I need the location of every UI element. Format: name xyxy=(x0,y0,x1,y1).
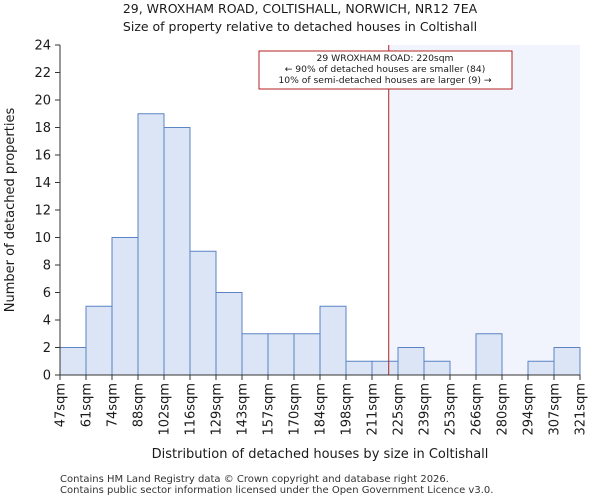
y-tick-label: 16 xyxy=(34,149,51,164)
bar xyxy=(293,333,321,376)
x-tick-label: 88sqm xyxy=(132,383,147,427)
y-tick-label: 20 xyxy=(34,94,51,109)
bar xyxy=(163,127,191,376)
x-tick-label: 239sqm xyxy=(418,383,433,436)
x-tick-label: 116sqm xyxy=(184,383,199,436)
bar xyxy=(241,333,269,376)
x-tick-label: 74sqm xyxy=(106,383,121,427)
y-tick-label: 18 xyxy=(34,121,51,136)
marker-annotation: 29 WROXHAM ROAD: 220sqm ← 90% of detache… xyxy=(258,50,513,90)
y-tick-label: 14 xyxy=(34,176,51,191)
bars-group xyxy=(59,113,581,376)
x-tick-label: 61sqm xyxy=(80,383,95,427)
annotation-line-1: 29 WROXHAM ROAD: 220sqm xyxy=(317,53,454,64)
footer-line-1: Contains HM Land Registry data © Crown c… xyxy=(60,474,449,485)
y-tick-label: 2 xyxy=(43,341,51,356)
bar xyxy=(137,113,165,376)
highlight-region xyxy=(388,45,580,375)
x-tick-label: 184sqm xyxy=(314,383,329,436)
annotation-line-3: 10% of semi-detached houses are larger (… xyxy=(278,75,491,86)
x-tick-label: 129sqm xyxy=(210,383,225,436)
bar xyxy=(397,347,425,376)
x-axis: 47sqm 61sqm 74sqm 88sqm 102sqm 116sqm 129sqm 14… xyxy=(54,374,589,436)
bar xyxy=(423,360,451,376)
y-tick-label: 24 xyxy=(34,39,51,54)
bar xyxy=(85,305,113,376)
x-tick-label: 211sqm xyxy=(366,383,381,436)
x-tick-label: 47sqm xyxy=(54,383,69,427)
y-axis-label: Number of detached properties xyxy=(3,108,18,313)
bar xyxy=(215,292,243,376)
x-tick-label: 143sqm xyxy=(236,383,251,436)
chart-title: 29, WROXHAM ROAD, COLTISHALL, NORWICH, N… xyxy=(123,1,478,16)
x-tick-label: 253sqm xyxy=(444,383,459,436)
bar xyxy=(319,305,347,376)
x-tick-label: 170sqm xyxy=(288,383,303,436)
bar xyxy=(189,250,217,376)
x-tick-label: 157sqm xyxy=(262,383,277,436)
x-tick-label: 294sqm xyxy=(522,383,537,436)
bar xyxy=(267,333,295,376)
x-tick-label: 198sqm xyxy=(340,383,355,436)
y-tick-label: 4 xyxy=(43,314,51,329)
x-tick-label: 280sqm xyxy=(496,383,511,436)
x-axis-label: Distribution of detached houses by size … xyxy=(152,447,489,462)
bar xyxy=(59,347,87,376)
y-tick-label: 6 xyxy=(43,286,51,301)
bar xyxy=(345,360,373,376)
x-tick-label: 307sqm xyxy=(548,383,563,436)
bar xyxy=(475,333,503,376)
bar xyxy=(111,237,139,376)
bar xyxy=(553,347,581,376)
y-tick-label: 10 xyxy=(34,231,51,246)
annotation-line-2: ← 90% of detached houses are smaller (84… xyxy=(285,64,486,75)
x-tick-label: 321sqm xyxy=(574,383,589,436)
y-tick-label: 22 xyxy=(34,66,51,81)
x-tick-label: 102sqm xyxy=(158,383,173,436)
y-tick-label: 0 xyxy=(43,369,51,384)
annotation-box xyxy=(258,50,513,90)
x-tick-label: 225sqm xyxy=(392,383,407,436)
bar xyxy=(527,360,555,376)
y-tick-label: 12 xyxy=(34,204,51,219)
x-tick-label: 266sqm xyxy=(470,383,485,436)
footer-line-2: Contains public sector information licen… xyxy=(60,485,494,496)
y-tick-label: 8 xyxy=(43,259,51,274)
chart-subtitle: Size of property relative to detached ho… xyxy=(123,19,477,34)
bar xyxy=(371,360,399,376)
